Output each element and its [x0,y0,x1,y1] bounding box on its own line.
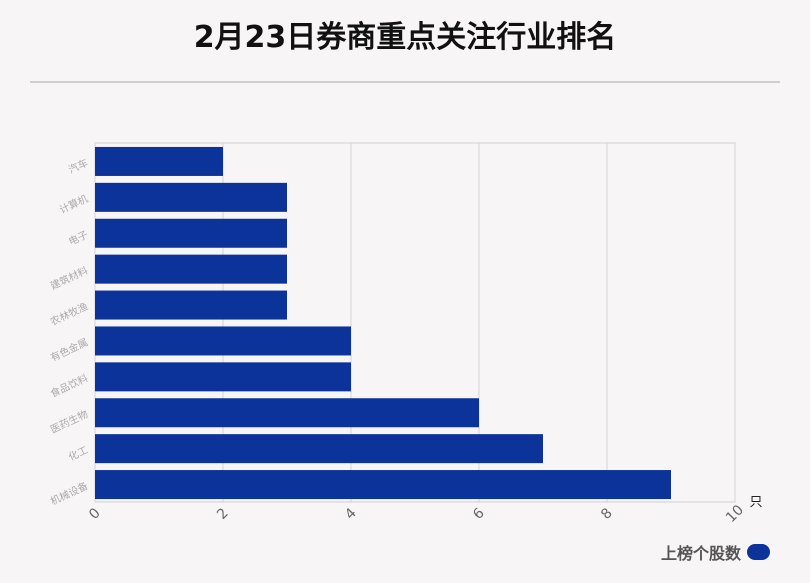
bar [95,290,287,320]
bar [95,218,287,248]
bar [95,398,479,428]
category-label: 有色金属 [48,336,90,365]
x-tick-label: 8 [598,505,616,523]
x-tick-label: 2 [214,505,232,523]
x-tick-label: 10 [723,502,747,526]
title-divider [30,81,780,83]
x-tick-label: 6 [470,505,488,523]
category-label: 食品饮料 [48,371,90,400]
bar [95,326,351,356]
legend: 上榜个股数 [661,540,770,564]
x-tick-label: 0 [86,505,104,523]
bar [95,470,671,500]
category-label: 汽车 [66,156,90,176]
category-label: 医药生物 [48,407,90,436]
category-label: 化工 [66,443,90,463]
bar [95,434,543,464]
bar [95,362,351,392]
chart-title: 2月23日券商重点关注行业排名 [193,20,617,55]
legend-series-name: 上榜个股数 [660,544,741,563]
legend-swatch [747,544,770,560]
x-axis-unit-label: 只 [749,495,762,510]
category-label: 机械设备 [48,479,90,508]
bar [95,254,287,284]
bar [95,146,223,176]
category-label: 建筑材料 [48,264,90,293]
bar-layer [95,146,671,500]
category-label: 农林牧渔 [48,300,90,329]
category-label: 计算机 [57,192,90,216]
category-label: 电子 [66,228,90,248]
x-tick-label: 4 [342,505,360,523]
bar [95,182,287,212]
